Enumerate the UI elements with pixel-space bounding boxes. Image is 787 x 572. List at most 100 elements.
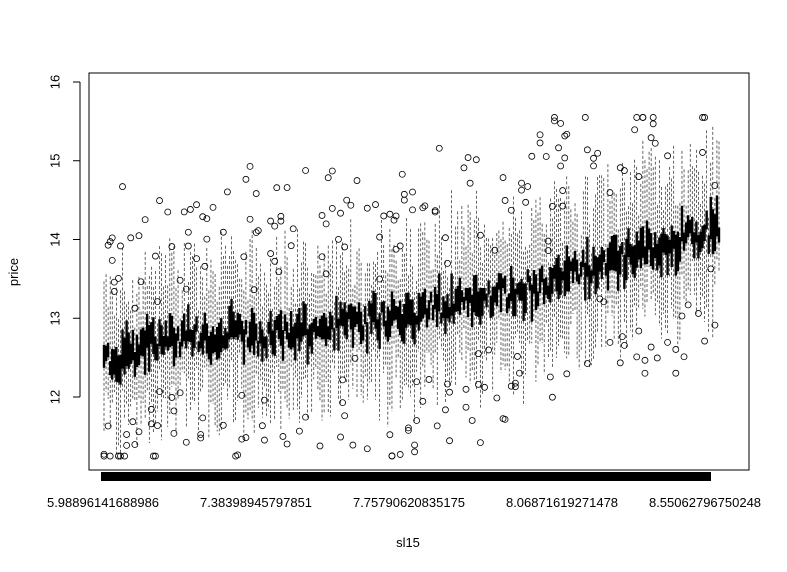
outlier-point	[419, 397, 427, 405]
outlier-point	[466, 179, 474, 187]
box-body	[209, 331, 213, 365]
outlier-point	[641, 356, 649, 364]
outlier-point	[108, 256, 116, 264]
box-body	[639, 227, 643, 269]
outlier-point	[129, 418, 137, 426]
box-body	[608, 242, 612, 271]
outlier-point	[240, 253, 248, 261]
box-group	[267, 293, 270, 410]
outlier-point	[511, 383, 519, 391]
box-group	[308, 293, 311, 365]
box-body	[137, 344, 141, 366]
box-group	[294, 303, 297, 378]
box-group	[448, 288, 451, 388]
outlier-point	[117, 242, 124, 250]
outlier-point	[536, 131, 544, 139]
box-group	[699, 204, 702, 310]
box-group	[372, 261, 375, 350]
box-body	[382, 301, 385, 327]
outlier-point	[380, 212, 388, 220]
outlier-point	[680, 353, 688, 361]
box-group	[717, 141, 721, 273]
box-body	[684, 222, 688, 244]
box-group	[215, 301, 219, 432]
box-body	[431, 305, 435, 321]
box-body	[255, 323, 258, 341]
box-body	[250, 308, 254, 346]
box-group	[240, 279, 244, 389]
box-group	[475, 190, 478, 391]
box-group	[477, 217, 480, 342]
box-group	[277, 278, 281, 394]
outlier-point	[149, 452, 157, 460]
outlier-point	[664, 152, 671, 160]
box-body	[152, 317, 155, 354]
outlier-point	[425, 376, 433, 383]
box-group	[619, 188, 622, 359]
box-body	[656, 243, 659, 271]
box-body	[215, 326, 219, 360]
box-group	[123, 291, 126, 420]
outlier-point	[108, 234, 116, 242]
box-group	[536, 212, 540, 366]
box-body	[197, 341, 200, 353]
y-tick-label: 13	[47, 311, 62, 325]
box-group	[643, 160, 647, 317]
box-group	[178, 318, 182, 386]
box-body	[598, 254, 601, 272]
outlier-point	[156, 388, 163, 396]
outlier-point	[154, 422, 161, 430]
box-body	[119, 354, 122, 385]
outlier-point	[631, 126, 639, 134]
box-body	[242, 329, 246, 365]
box-body	[370, 303, 373, 334]
box-body	[579, 261, 583, 277]
box-group	[322, 253, 326, 414]
box-body	[398, 300, 402, 336]
box-body	[141, 327, 145, 357]
outlier-point	[633, 353, 641, 361]
box-group	[641, 140, 645, 309]
box-group	[263, 272, 266, 387]
box-group	[534, 199, 538, 382]
box-group	[660, 187, 663, 339]
outlier-point	[335, 235, 342, 243]
outlier-point	[147, 405, 155, 413]
outlier-point	[551, 117, 558, 125]
box-body	[314, 317, 318, 339]
box-group	[361, 304, 365, 403]
box-body	[450, 273, 453, 316]
box-group	[335, 241, 338, 350]
outlier-point	[219, 228, 227, 236]
box-group	[528, 244, 531, 345]
outlier-point	[322, 220, 330, 228]
outlier-point	[197, 431, 205, 438]
outlier-point	[258, 422, 266, 430]
outlier-point	[559, 202, 567, 210]
outlier-point	[147, 420, 155, 428]
box-group	[382, 244, 385, 373]
outlier-point	[491, 246, 499, 254]
outlier-point	[653, 354, 661, 362]
box-body	[394, 305, 398, 320]
x-tick-label: 7.38398945797851	[200, 495, 312, 510]
outlier-point	[349, 441, 357, 449]
box-body	[508, 293, 511, 309]
outlier-point	[684, 301, 692, 309]
outlier-point	[468, 417, 476, 424]
box-body	[538, 268, 542, 294]
box-group	[259, 263, 262, 381]
box-body	[176, 326, 180, 341]
box-group	[141, 281, 145, 403]
box-body	[540, 265, 544, 283]
box-body	[635, 231, 638, 268]
box-body	[279, 310, 283, 346]
box-body	[261, 329, 264, 362]
box-group	[553, 181, 556, 317]
box-group	[520, 211, 523, 377]
box-group	[187, 282, 190, 379]
box-group	[318, 265, 322, 401]
box-body	[612, 234, 616, 271]
box-group	[370, 285, 373, 383]
box-group	[629, 172, 632, 331]
